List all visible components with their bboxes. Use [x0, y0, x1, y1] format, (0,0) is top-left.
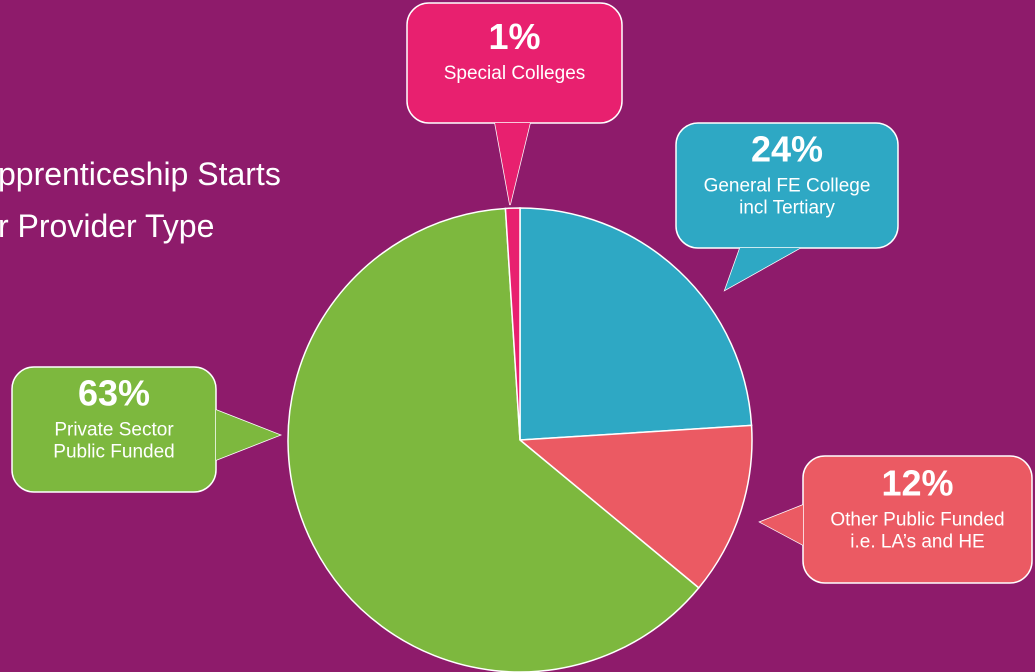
chart-title-line: r Provider Type — [0, 208, 214, 244]
chart-title-line: pprenticeship Starts — [0, 156, 281, 192]
pie-slice — [519, 207, 753, 441]
callout-join — [216, 410, 280, 460]
callout-join — [760, 505, 803, 545]
category-label: Other Public Funded — [830, 510, 1004, 531]
value-label: 63% — [78, 373, 150, 414]
value-label: 12% — [881, 463, 953, 504]
category-label: General FE College — [704, 176, 871, 197]
category-label: Private Sector — [54, 420, 174, 441]
category-label: Special Colleges — [444, 63, 586, 84]
value-label: 24% — [751, 129, 823, 170]
category-label: Public Funded — [53, 442, 174, 463]
category-label: incl Tertiary — [739, 198, 835, 219]
pie-slice — [518, 424, 753, 589]
category-label: i.e. LA’s and HE — [850, 532, 984, 553]
pie-slice — [504, 207, 521, 441]
value-label: 1% — [488, 16, 540, 57]
callout-join — [725, 248, 800, 290]
callout-join — [495, 123, 530, 205]
pie-slice — [287, 207, 700, 672]
